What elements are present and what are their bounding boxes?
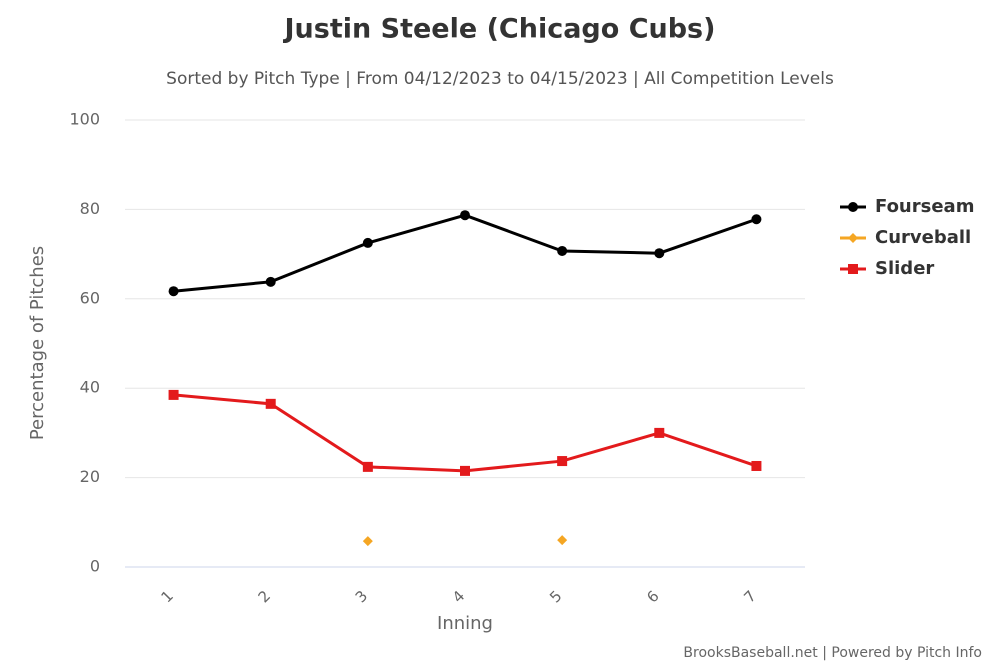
data-point <box>460 465 470 476</box>
y-tick-label: 80 <box>80 199 100 218</box>
data-point <box>557 456 568 467</box>
legend-label: Slider <box>875 258 934 279</box>
data-point <box>362 461 373 472</box>
data-point <box>654 427 665 438</box>
legend-marker <box>848 264 858 274</box>
y-axis-label: Percentage of Pitches <box>27 246 48 440</box>
y-tick-label: 60 <box>80 288 100 307</box>
legend-marker <box>848 233 858 243</box>
legend-label: Fourseam <box>875 196 974 217</box>
data-point <box>557 535 568 546</box>
data-point <box>265 398 276 409</box>
y-tick-label: 100 <box>69 110 100 129</box>
data-point <box>362 237 373 248</box>
data-point <box>460 210 470 221</box>
y-tick-label: 40 <box>80 378 100 397</box>
data-point <box>362 536 373 547</box>
x-axis-label: Inning <box>437 613 493 634</box>
chart-title: Justin Steele (Chicago Cubs) <box>283 14 716 45</box>
data-point <box>654 248 665 259</box>
y-tick-label: 0 <box>90 557 100 576</box>
data-point <box>168 389 179 400</box>
legend-marker <box>848 202 858 212</box>
chart-subtitle: Sorted by Pitch Type | From 04/12/2023 t… <box>166 69 834 89</box>
credit: BrooksBaseball.net | Powered by Pitch In… <box>683 645 982 661</box>
data-point <box>751 460 762 471</box>
data-point <box>557 245 568 256</box>
data-point <box>168 286 179 297</box>
data-point <box>751 214 762 225</box>
y-tick-label: 20 <box>80 467 100 486</box>
data-point <box>265 276 276 287</box>
legend-label: Curveball <box>875 227 971 248</box>
